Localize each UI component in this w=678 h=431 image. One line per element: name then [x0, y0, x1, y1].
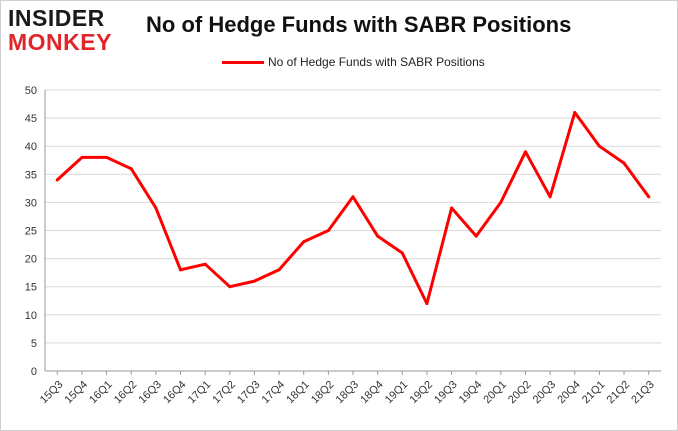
- x-tick-label: 17Q1: [186, 379, 214, 407]
- data-point: [277, 268, 281, 272]
- data-point: [474, 234, 478, 238]
- legend: No of Hedge Funds with SABR Positions: [222, 55, 485, 69]
- y-tick-label: 30: [25, 197, 37, 209]
- data-point: [252, 279, 256, 283]
- data-point: [55, 178, 59, 182]
- data-point: [376, 234, 380, 238]
- x-tick-label: 21Q1: [580, 379, 608, 407]
- x-tick-label: 18Q3: [334, 379, 362, 407]
- x-tick-label: 17Q4: [260, 379, 288, 407]
- data-point: [129, 167, 133, 171]
- data-point: [523, 150, 527, 154]
- data-point: [179, 268, 183, 272]
- x-tick-label: 19Q3: [432, 379, 460, 407]
- data-point: [400, 251, 404, 255]
- x-tick-label: 18Q4: [358, 379, 386, 407]
- y-tick-label: 0: [31, 366, 37, 378]
- y-tick-label: 50: [25, 85, 37, 97]
- data-point: [203, 262, 207, 266]
- x-tick-label: 19Q2: [408, 379, 436, 407]
- x-tick-label: 15Q4: [63, 379, 91, 407]
- chart-title: No of Hedge Funds with SABR Positions: [146, 12, 572, 37]
- x-tick-label: 18Q2: [309, 379, 337, 407]
- y-tick-label: 5: [31, 338, 37, 350]
- data-point: [425, 302, 429, 306]
- data-point: [326, 229, 330, 232]
- legend-swatch: [222, 60, 264, 64]
- x-tick-label: 20Q4: [555, 379, 583, 407]
- logo-word-insider: INSIDER: [8, 5, 105, 31]
- data-point: [622, 161, 626, 165]
- y-tick-label: 45: [25, 113, 37, 125]
- y-tick-label: 40: [25, 141, 37, 153]
- y-tick-label: 25: [25, 226, 37, 238]
- x-tick-label: 21Q3: [629, 379, 657, 407]
- x-tick-label: 20Q3: [531, 379, 559, 407]
- x-tick-label: 17Q3: [235, 379, 263, 407]
- data-point: [351, 195, 355, 199]
- x-tick-label: 15Q3: [38, 379, 66, 407]
- x-tick-label: 16Q4: [161, 379, 189, 407]
- y-tick-label: 15: [25, 282, 37, 294]
- insider-monkey-logo: INSIDER MONKEY: [8, 6, 126, 56]
- data-point: [450, 206, 454, 210]
- logo-word-monkey: MONKEY: [8, 29, 112, 55]
- x-tick-label: 17Q2: [210, 379, 238, 407]
- data-point: [154, 206, 158, 210]
- y-tick-label: 10: [25, 310, 37, 322]
- data-point: [597, 144, 601, 148]
- data-point: [80, 155, 84, 159]
- x-tick-label: 20Q2: [506, 379, 534, 407]
- x-tick-label: 18Q1: [284, 379, 312, 407]
- data-point: [302, 240, 306, 244]
- x-tick-label: 21Q2: [605, 379, 633, 407]
- series-line: [55, 111, 651, 306]
- data-point: [548, 195, 552, 199]
- data-point: [573, 110, 577, 114]
- x-tick-label: 16Q3: [136, 379, 164, 407]
- data-point: [647, 195, 651, 199]
- y-tick-label: 35: [25, 169, 37, 181]
- data-point: [105, 155, 109, 159]
- data-point: [228, 285, 232, 289]
- y-tick-label: 20: [25, 254, 37, 266]
- x-tick-label: 19Q1: [383, 379, 411, 407]
- data-point: [499, 200, 503, 204]
- x-tick-label: 20Q1: [481, 379, 509, 407]
- x-tick-label: 16Q1: [87, 379, 115, 407]
- x-tick-label: 16Q2: [112, 379, 140, 407]
- x-tick-label: 19Q4: [457, 379, 485, 407]
- legend-label: No of Hedge Funds with SABR Positions: [268, 55, 485, 69]
